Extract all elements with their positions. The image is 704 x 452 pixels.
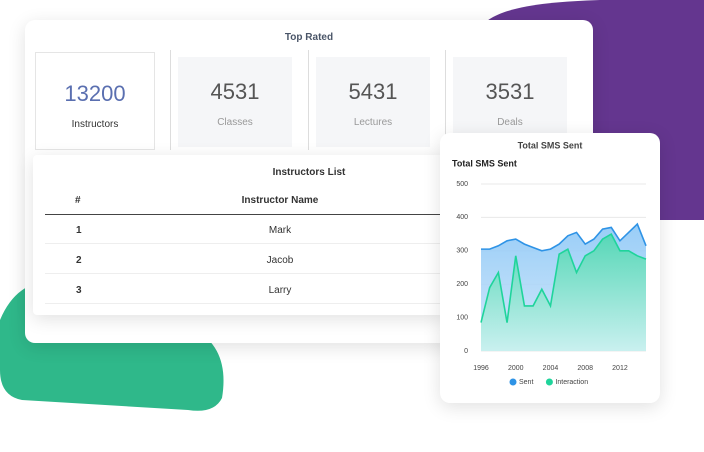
instructor-name: Mark: [268, 225, 292, 236]
x-tick-label: 2004: [543, 365, 559, 372]
series-line: [480, 232, 647, 323]
stat-value: 3531: [485, 79, 535, 104]
row-line: [45, 303, 445, 304]
stat-value: 5431: [348, 79, 398, 104]
stat-box: 5431 Lectures: [316, 57, 430, 147]
stat-label: Lectures: [353, 117, 393, 128]
y-tick-label: 200: [456, 281, 468, 288]
legend-label: Interaction: [555, 379, 588, 386]
stat-value: 4531: [210, 79, 260, 104]
column-header: Instructor Name: [241, 195, 319, 206]
stat-value: 13200: [64, 81, 126, 106]
divider: [308, 50, 309, 150]
card-title: Top Rated: [284, 32, 334, 43]
y-tick-label: 400: [456, 214, 468, 221]
legend-marker: [545, 378, 553, 386]
area-fill: [481, 234, 646, 351]
row-number: 2: [76, 255, 82, 266]
stat-label: Instructors: [71, 119, 119, 130]
column-header: #: [75, 195, 81, 206]
stat-box: 4531 Classes: [178, 57, 292, 147]
divider: [170, 50, 171, 150]
card-title: Total SMS Sent: [518, 140, 583, 150]
stat-box: 13200 Instructors: [35, 52, 155, 150]
chart-title: Total SMS Sent: [452, 158, 517, 168]
stat-box: 3531 Deals: [453, 57, 567, 147]
instructors-card: Instructors List # Instructor Name 1 Mar…: [33, 155, 445, 315]
x-tick-label: 2008: [577, 365, 593, 372]
x-tick-label: 1996: [473, 365, 489, 372]
row-line: [45, 243, 445, 244]
stat-label: Deals: [497, 117, 523, 128]
legend-label: Sent: [519, 379, 533, 386]
sms-card: Total SMS Sent Total SMS Sent 0 100 200 300…: [440, 133, 660, 403]
divider: [445, 50, 446, 150]
instructor-name: Jacob: [266, 255, 294, 266]
chart: Total SMS Sent Total SMS Sent 0 100 200 300…: [452, 140, 647, 386]
y-tick-label: 500: [456, 181, 468, 188]
row-number: 3: [76, 285, 82, 296]
stat-label: Classes: [217, 117, 253, 128]
x-tick-label: 2000: [508, 365, 524, 372]
row-number: 1: [76, 225, 82, 236]
y-tick-label: 300: [456, 248, 468, 255]
row-line: [45, 273, 445, 274]
instructor-name: Larry: [268, 285, 292, 296]
series-line: [481, 222, 647, 252]
header-line: [45, 214, 445, 215]
legend-marker: [509, 378, 517, 386]
x-tick-label: 2012: [612, 365, 628, 372]
y-tick-label: 100: [456, 314, 468, 321]
table-title: Instructors List: [272, 167, 346, 178]
y-tick-label: 0: [464, 348, 468, 355]
